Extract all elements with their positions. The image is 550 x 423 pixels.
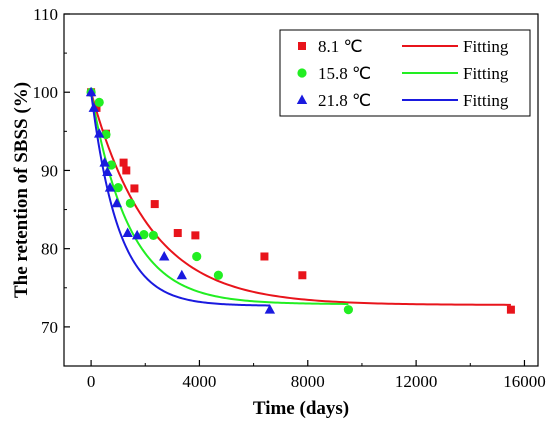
data-point	[122, 166, 131, 175]
x-tick-label: 0	[87, 372, 96, 391]
series-group	[87, 88, 515, 314]
data-point	[264, 304, 276, 314]
series-group	[86, 87, 353, 315]
legend-marker	[296, 94, 308, 104]
x-tick-label: 12000	[395, 372, 438, 391]
y-tick-label: 80	[41, 240, 58, 259]
x-tick-label: 16000	[503, 372, 546, 391]
legend-marker	[297, 68, 307, 78]
data-point	[101, 129, 111, 140]
y-tick-label: 90	[41, 161, 58, 180]
plot-frame	[63, 13, 539, 367]
legend-fit-label: Fitting	[463, 37, 509, 56]
y-tick-label: 100	[33, 83, 59, 102]
data-point	[260, 252, 269, 261]
data-point	[192, 251, 202, 262]
y-tick-label: 110	[33, 5, 58, 24]
data-point	[111, 197, 123, 208]
data-point	[113, 183, 123, 193]
data-point	[106, 160, 116, 170]
data-point	[191, 231, 200, 240]
data-point	[213, 270, 223, 280]
legend-label: 15.8 ℃	[318, 64, 371, 83]
y-tick-label: 70	[41, 318, 58, 337]
x-tick-label: 8000	[291, 372, 325, 391]
fitting-line	[90, 92, 270, 307]
data-point	[298, 271, 307, 280]
series-group	[85, 86, 276, 314]
data-point	[159, 250, 170, 261]
data-point	[139, 229, 149, 240]
legend-label: 21.8 ℃	[318, 91, 371, 110]
legend-fit-label: Fitting	[463, 91, 509, 110]
data-point	[122, 227, 133, 238]
data-point	[130, 184, 139, 193]
y-axis-title: The retention of SBSS (%)	[11, 82, 32, 298]
data-point	[148, 230, 158, 240]
fitting-line	[90, 91, 511, 306]
legend-fit-label: Fitting	[463, 64, 509, 83]
data-point	[150, 200, 159, 209]
data-point	[85, 86, 97, 97]
data-point	[94, 97, 104, 107]
data-point	[88, 102, 99, 112]
data-point	[131, 229, 143, 240]
data-point	[102, 166, 113, 177]
data-point	[104, 182, 116, 192]
data-point	[99, 157, 110, 167]
data-point	[125, 198, 135, 208]
legend-label: 8.1 ℃	[318, 37, 363, 56]
data-point	[506, 305, 515, 314]
data-layer	[85, 86, 515, 315]
data-point	[94, 128, 105, 138]
x-axis-title: Time (days)	[253, 398, 349, 419]
legend-marker	[298, 42, 306, 50]
axes-layer: 0 4000 8000 12000 16000 70 80 90 100 110	[33, 5, 546, 391]
data-point	[173, 229, 182, 238]
data-point	[119, 158, 128, 167]
legend: 8.1 ℃ Fitting 15.8 ℃ Fitting 21.8 ℃ Fitting	[279, 29, 531, 117]
data-point	[176, 269, 188, 280]
data-point	[343, 305, 353, 315]
x-tick-label: 4000	[182, 372, 216, 391]
